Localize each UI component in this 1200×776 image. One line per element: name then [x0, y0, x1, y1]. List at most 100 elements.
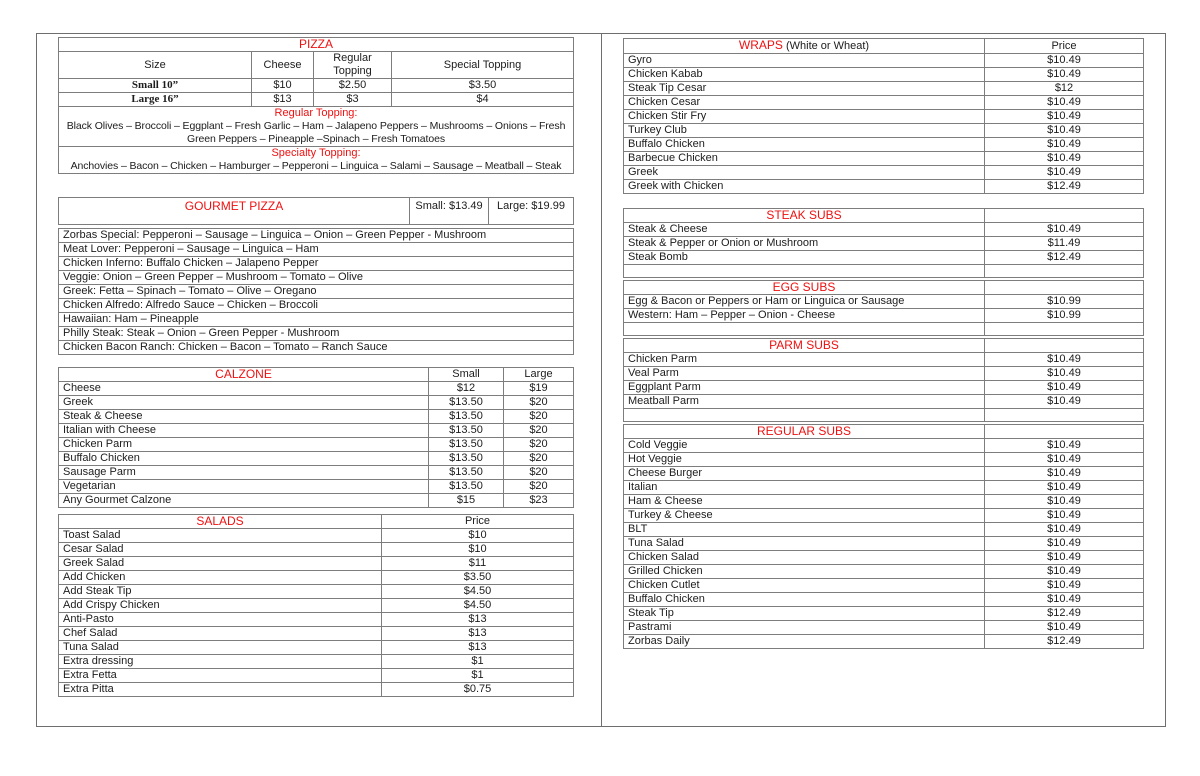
- item-price: $10.49: [984, 67, 1144, 82]
- menu-item-row: Chicken Kabab $10.49: [623, 67, 1144, 82]
- blank-row: [623, 264, 1144, 278]
- menu-frame: PIZZA Size Cheese Regular Topping Specia…: [36, 33, 1166, 727]
- item-name: Add Chicken: [58, 570, 382, 585]
- pizza-col-regular: Regular Topping: [313, 51, 392, 79]
- item-price: $10.49: [984, 480, 1144, 495]
- left-column: PIZZA Size Cheese Regular Topping Specia…: [57, 34, 575, 697]
- menu-item-row: Barbecue Chicken $10.49: [623, 151, 1144, 166]
- item-price: $10.49: [984, 522, 1144, 537]
- item-price: $10.99: [984, 308, 1144, 323]
- menu-item-row: Chicken Stir Fry $10.49: [623, 109, 1144, 124]
- item-name: Cheese Burger: [623, 466, 985, 481]
- calzone-col-small: Small: [428, 367, 504, 382]
- item-price: $11: [381, 556, 574, 571]
- item-price: $10.49: [984, 53, 1144, 68]
- item-name: Sausage Parm: [58, 465, 429, 480]
- item-price: $10.49: [984, 151, 1144, 166]
- gourmet-large-price: Large: $19.99: [488, 197, 574, 225]
- item-price: $20: [503, 479, 574, 494]
- menu-item-row: Steak & Cheese $13.50 $20: [58, 409, 574, 424]
- item-price: $10.49: [984, 123, 1144, 138]
- item-price: $10.49: [984, 380, 1144, 395]
- menu-item-row: Greek: Fetta – Spinach – Tomato – Olive …: [58, 284, 574, 299]
- menu-item-row: Egg & Bacon or Peppers or Ham or Linguic…: [623, 294, 1144, 309]
- item-name: Extra Pitta: [58, 682, 382, 697]
- item-name: [623, 322, 985, 336]
- menu-item-row: Add Crispy Chicken $4.50: [58, 598, 574, 613]
- menu-item-row: Any Gourmet Calzone $15 $23: [58, 493, 574, 508]
- menu-item-row: Pastrami $10.49: [623, 620, 1144, 635]
- item-price: $12.49: [984, 179, 1144, 194]
- menu-item-row: Chicken Inferno: Buffalo Chicken – Jalap…: [58, 256, 574, 271]
- pizza-small-special-price: $3.50: [390, 78, 575, 93]
- item-name: Turkey & Cheese: [623, 508, 985, 523]
- item-name: Chicken Stir Fry: [623, 109, 985, 124]
- item-name: Chicken Inferno: Buffalo Chicken – Jalap…: [58, 256, 574, 271]
- menu-item-row: Hawaiian: Ham – Pineapple: [58, 312, 574, 327]
- gourmet-header-row: GOURMET PIZZA Small: $13.49 Large: $19.9…: [58, 197, 574, 225]
- item-price: $10.49: [984, 620, 1144, 635]
- menu-item-row: Hot Veggie $10.49: [623, 452, 1144, 467]
- menu-item-row: Toast Salad $10: [58, 528, 574, 543]
- menu-item-row: Western: Ham – Pepper – Onion - Cheese $1…: [623, 308, 1144, 323]
- wraps-col-price: Price: [984, 38, 1144, 54]
- menu-item-row: Gyro $10.49: [623, 53, 1144, 68]
- pizza-title: PIZZA: [57, 37, 575, 52]
- menu-item-row: Extra Fetta $1: [58, 668, 574, 683]
- item-name: Philly Steak: Steak – Onion – Green Pepp…: [58, 326, 574, 341]
- steak-subs-table: STEAK SUBS Steak & Cheese $10.49 Steak & P…: [623, 208, 1144, 278]
- menu-item-row: Chicken Parm $13.50 $20: [58, 437, 574, 452]
- item-name: Hot Veggie: [623, 452, 985, 467]
- item-price: $10.49: [984, 508, 1144, 523]
- item-price: $20: [503, 465, 574, 480]
- menu-item-row: Turkey Club $10.49: [623, 123, 1144, 138]
- menu-item-row: Meat Lover: Pepperoni – Sausage – Lingui…: [58, 242, 574, 257]
- menu-item-row: Cesar Salad $10: [58, 542, 574, 557]
- item-price: $13.50: [428, 451, 504, 466]
- calzone-title: CALZONE: [58, 367, 429, 382]
- item-price: [984, 408, 1144, 422]
- item-name: Steak Bomb: [623, 250, 985, 265]
- item-name: Italian: [623, 480, 985, 495]
- item-name: Steak Tip: [623, 606, 985, 621]
- pizza-row-large: Large 16” $13 $3 $4: [58, 92, 575, 107]
- menu-item-row: Veal Parm $10.49: [623, 366, 1144, 381]
- menu-item-row: Buffalo Chicken $10.49: [623, 592, 1144, 607]
- salads-header-row: SALADS Price: [58, 514, 574, 529]
- item-price: $15: [428, 493, 504, 508]
- item-name: Tuna Salad: [623, 536, 985, 551]
- item-price: $20: [503, 451, 574, 466]
- blank-row: [623, 408, 1144, 422]
- menu-item-row: Sausage Parm $13.50 $20: [58, 465, 574, 480]
- item-name: Greek with Chicken: [623, 179, 985, 194]
- pizza-table: PIZZA Size Cheese Regular Topping Specia…: [57, 37, 575, 174]
- menu-item-row: Steak & Cheese $10.49: [623, 222, 1144, 237]
- gourmet-small-price: Small: $13.49: [409, 197, 489, 225]
- menu-item-row: Zorbas Special: Pepperoni – Sausage – Li…: [58, 228, 574, 243]
- steak-subs-empty-header-cell: [984, 208, 1144, 223]
- column-divider: [601, 34, 602, 726]
- blank-row: [623, 322, 1144, 336]
- item-name: Greek: Fetta – Spinach – Tomato – Olive …: [58, 284, 574, 299]
- menu-item-row: Veggie: Onion – Green Pepper – Mushroom …: [58, 270, 574, 285]
- pizza-row-small: Small 10” $10 $2.50 $3.50: [58, 78, 575, 93]
- menu-item-row: Cold Veggie $10.49: [623, 438, 1144, 453]
- right-column: WRAPS (White or Wheat) Price Gyro $10.49 C…: [623, 34, 1144, 649]
- item-name: Grilled Chicken: [623, 564, 985, 579]
- menu-item-row: Grilled Chicken $10.49: [623, 564, 1144, 579]
- item-price: $13.50: [428, 423, 504, 438]
- item-price: [984, 322, 1144, 336]
- item-price: $19: [503, 381, 574, 396]
- item-price: $20: [503, 409, 574, 424]
- item-price: $10.49: [984, 592, 1144, 607]
- steak-subs-header-row: STEAK SUBS: [623, 208, 1144, 223]
- menu-item-row: Tuna Salad $10.49: [623, 536, 1144, 551]
- regular-subs-empty-header-cell: [984, 424, 1144, 439]
- menu-item-row: Buffalo Chicken $13.50 $20: [58, 451, 574, 466]
- menu-item-row: Chicken Cutlet $10.49: [623, 578, 1144, 593]
- menu-item-row: Chicken Bacon Ranch: Chicken – Bacon – T…: [58, 340, 574, 355]
- item-price: $10.49: [984, 95, 1144, 110]
- menu-item-row: Eggplant Parm $10.49: [623, 380, 1144, 395]
- item-name: Extra Fetta: [58, 668, 382, 683]
- parm-subs-table: PARM SUBS Chicken Parm $10.49 Veal Parm $10…: [623, 338, 1144, 422]
